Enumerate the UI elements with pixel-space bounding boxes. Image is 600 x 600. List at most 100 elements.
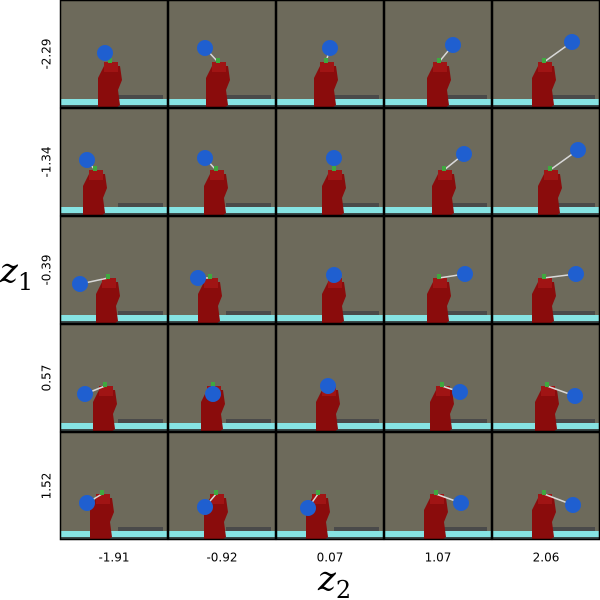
image-cell <box>167 431 277 541</box>
robot-joint <box>544 170 558 180</box>
scene-background <box>168 216 276 324</box>
floor-tray <box>118 419 163 425</box>
floor-tray <box>442 311 487 317</box>
image-grid <box>59 0 600 541</box>
robot-arm <box>430 390 454 432</box>
cell-border <box>383 0 493 109</box>
image-cell <box>275 107 385 217</box>
floor-tray <box>226 203 271 209</box>
floor-edge <box>60 213 168 216</box>
robot-arm <box>538 174 562 216</box>
cell-border <box>167 107 277 217</box>
robot-arm <box>90 498 114 540</box>
robot-joint <box>320 62 334 72</box>
ball <box>72 276 88 292</box>
floor-edge <box>168 429 276 432</box>
cell-border <box>275 0 385 109</box>
ball <box>567 388 583 404</box>
gripper-tip <box>214 490 218 495</box>
robot-joint <box>438 170 452 180</box>
robot-joint <box>436 386 450 396</box>
cell-border <box>59 215 169 325</box>
image-cell <box>59 215 169 325</box>
floor-strip <box>276 531 384 537</box>
floor-tray <box>550 203 595 209</box>
ball <box>445 37 461 53</box>
cell-border <box>383 323 493 433</box>
image-cell <box>383 107 493 217</box>
floor-edge <box>60 537 168 540</box>
image-cell <box>383 431 493 541</box>
ball <box>97 45 113 61</box>
robot-arm <box>96 282 120 324</box>
row-tick-label: 0.57 <box>40 365 54 392</box>
row-tick-label: -2.29 <box>40 38 54 69</box>
robot-arm <box>93 390 117 432</box>
floor-edge <box>276 537 384 540</box>
col-axis-label: z2 <box>317 559 351 600</box>
floor-strip <box>60 531 168 537</box>
gripper-tip <box>437 274 441 279</box>
row-tick-label: -1.34 <box>40 146 54 177</box>
floor-tray <box>118 527 163 533</box>
image-cell <box>275 215 385 325</box>
cell-border <box>59 107 169 217</box>
gripper-tip <box>545 382 549 387</box>
floor-tray <box>550 419 595 425</box>
row-axis-symbol: z <box>0 251 19 291</box>
floor-tray <box>118 95 163 101</box>
gripper-tip <box>542 58 546 63</box>
ball <box>320 378 336 394</box>
cell-border <box>59 0 169 109</box>
robot-joint <box>433 62 447 72</box>
robot-joint <box>328 170 342 180</box>
gripper-tip <box>316 490 320 495</box>
robot-arm <box>206 66 230 108</box>
robot-arm <box>322 174 346 216</box>
col-tick-label: 2.06 <box>533 551 560 565</box>
robot-arm <box>316 390 340 432</box>
floor-tray <box>226 527 271 533</box>
robot-joint <box>96 494 110 504</box>
image-cell <box>491 431 600 541</box>
robot-joint <box>312 494 326 504</box>
gripper-tip <box>214 166 218 171</box>
robot-joint <box>99 386 113 396</box>
gripper-tip <box>216 58 220 63</box>
ball <box>456 146 472 162</box>
gripper-tip <box>332 166 336 171</box>
ball <box>452 384 468 400</box>
robot-arm <box>198 282 222 324</box>
ball <box>453 495 469 511</box>
image-cell <box>59 431 169 541</box>
gripper-tip <box>106 274 110 279</box>
floor-tray <box>334 419 379 425</box>
gripper-tip <box>211 382 215 387</box>
robot-joint <box>538 62 552 72</box>
scene-background <box>60 108 168 216</box>
ball <box>570 142 586 158</box>
floor-tray <box>118 203 163 209</box>
image-cell <box>275 431 385 541</box>
robot-arm <box>432 174 456 216</box>
image-cell <box>491 107 600 217</box>
gripper-tip <box>208 274 212 279</box>
robot-joint <box>204 278 218 288</box>
robot-arm <box>427 282 451 324</box>
robot-arm <box>98 66 122 108</box>
col-tick-label: -1.91 <box>98 551 129 565</box>
scene-background <box>276 432 384 540</box>
floor-tray <box>226 311 271 317</box>
floor-tray <box>442 95 487 101</box>
ball <box>197 40 213 56</box>
gripper-tip <box>542 490 546 495</box>
ball <box>300 500 316 516</box>
ball <box>457 266 473 282</box>
floor-tray <box>334 95 379 101</box>
ball <box>197 150 213 166</box>
robot-arm <box>201 390 225 432</box>
image-cell <box>491 0 600 109</box>
row-axis-subscript: 1 <box>18 268 33 296</box>
image-cell <box>491 215 600 325</box>
gripper-tip <box>440 382 444 387</box>
